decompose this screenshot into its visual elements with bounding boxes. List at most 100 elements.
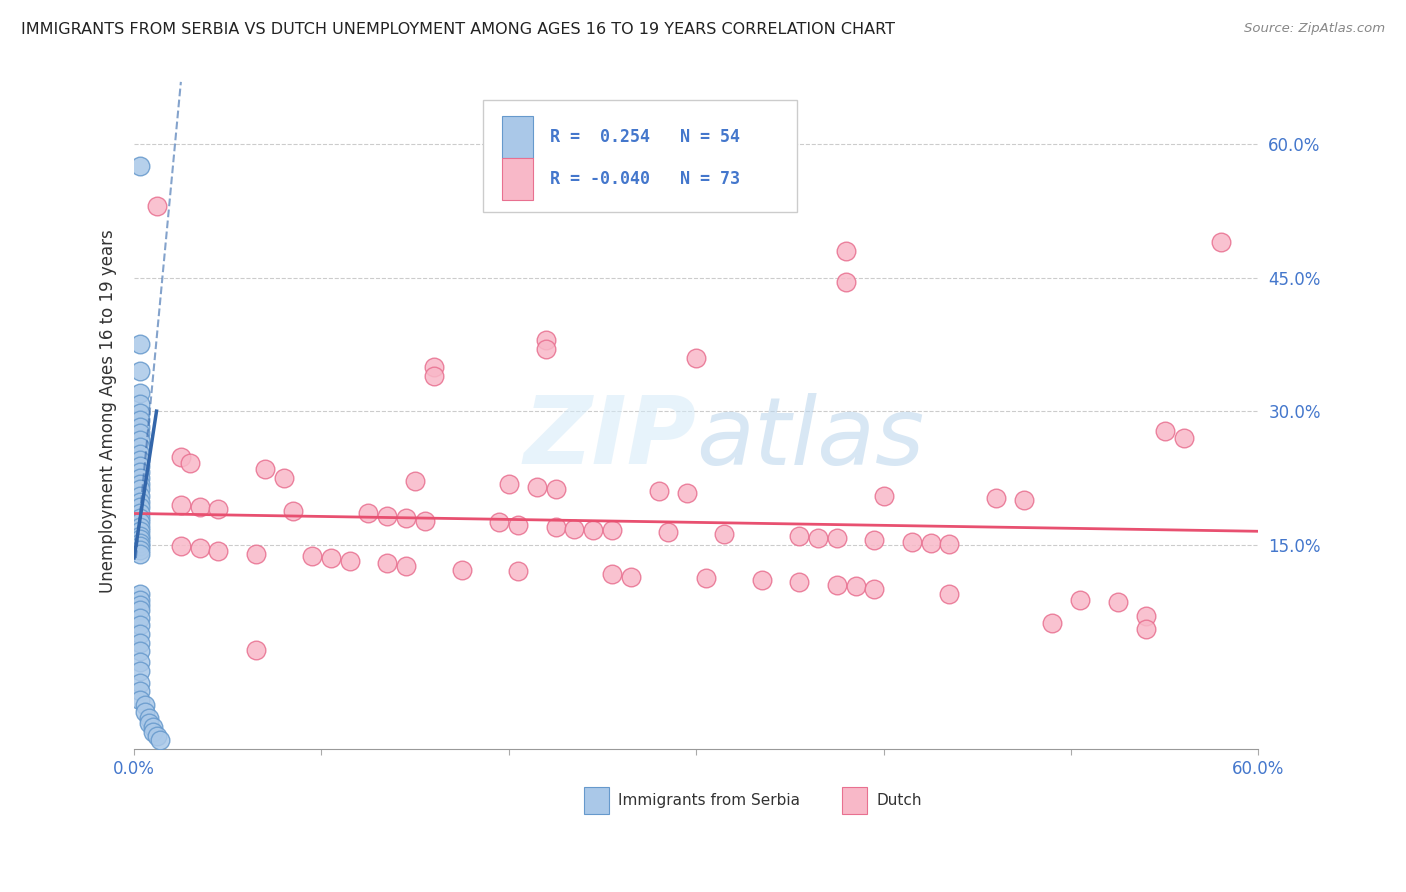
Text: Source: ZipAtlas.com: Source: ZipAtlas.com — [1244, 22, 1385, 36]
Point — [676, 486, 699, 500]
Point — [170, 498, 193, 512]
Point — [1209, 235, 1232, 249]
Point — [128, 655, 150, 669]
Point — [128, 543, 150, 558]
Point — [508, 565, 530, 579]
Point — [128, 440, 150, 454]
Point — [544, 520, 567, 534]
Point — [128, 664, 150, 678]
Point — [128, 626, 150, 640]
Point — [128, 524, 150, 539]
Bar — [502, 116, 533, 158]
Point — [319, 551, 342, 566]
Point — [1173, 431, 1195, 445]
Point — [423, 359, 446, 374]
Point — [536, 333, 558, 347]
Point — [128, 471, 150, 485]
Point — [134, 705, 156, 719]
Text: R =  0.254   N = 54: R = 0.254 N = 54 — [550, 128, 740, 146]
Point — [128, 413, 150, 427]
Point — [128, 529, 150, 543]
Text: Dutch: Dutch — [876, 792, 922, 807]
Point — [145, 729, 167, 743]
Point — [128, 465, 150, 479]
Point — [395, 559, 418, 574]
Point — [254, 462, 277, 476]
Point — [273, 471, 295, 485]
Point — [544, 483, 567, 497]
Point — [488, 516, 510, 530]
Point — [128, 386, 150, 401]
Point — [1135, 608, 1157, 623]
Point — [600, 524, 623, 538]
Point — [128, 447, 150, 461]
Point — [128, 586, 150, 600]
Point — [1040, 615, 1063, 630]
Point — [807, 531, 830, 545]
Point — [600, 566, 623, 581]
Point — [713, 527, 735, 541]
Point — [789, 574, 811, 589]
Point — [128, 684, 150, 698]
Point — [128, 603, 150, 617]
Point — [301, 549, 323, 564]
Point — [564, 522, 586, 536]
Point — [938, 537, 960, 551]
Point — [128, 420, 150, 434]
Point — [685, 351, 707, 365]
Point — [657, 525, 679, 540]
Point — [245, 642, 267, 657]
Point — [648, 484, 671, 499]
Point — [142, 720, 165, 734]
Point — [128, 426, 150, 441]
FancyBboxPatch shape — [482, 100, 797, 211]
Point — [844, 579, 866, 593]
Point — [1135, 622, 1157, 636]
Point — [751, 573, 773, 587]
Point — [170, 540, 193, 554]
Point — [138, 711, 160, 725]
Point — [620, 569, 643, 583]
Point — [128, 406, 150, 420]
Text: 60.0%: 60.0% — [1232, 760, 1285, 778]
Point — [128, 635, 150, 649]
Point — [149, 733, 172, 747]
Point — [128, 160, 150, 174]
Point — [170, 450, 193, 465]
Point — [536, 342, 558, 356]
Point — [128, 516, 150, 530]
Point — [984, 491, 1007, 506]
Point — [142, 724, 165, 739]
Point — [128, 675, 150, 690]
Point — [938, 586, 960, 600]
Point — [404, 474, 426, 488]
Point — [413, 514, 436, 528]
Point — [207, 544, 229, 558]
Point — [245, 547, 267, 561]
Y-axis label: Unemployment Among Ages 16 to 19 years: Unemployment Among Ages 16 to 19 years — [100, 229, 117, 593]
Point — [825, 577, 848, 591]
Point — [283, 504, 305, 518]
Point — [128, 511, 150, 525]
Point — [451, 563, 474, 577]
Bar — [502, 158, 533, 200]
Text: IMMIGRANTS FROM SERBIA VS DUTCH UNEMPLOYMENT AMONG AGES 16 TO 19 YEARS CORRELATI: IMMIGRANTS FROM SERBIA VS DUTCH UNEMPLOY… — [21, 22, 896, 37]
Point — [128, 500, 150, 515]
Text: R = -0.040   N = 73: R = -0.040 N = 73 — [550, 169, 740, 188]
Point — [128, 483, 150, 497]
Point — [789, 529, 811, 543]
Point — [1153, 424, 1175, 438]
Point — [863, 533, 886, 548]
Point — [207, 502, 229, 516]
Point — [825, 532, 848, 546]
Point — [128, 453, 150, 467]
Point — [128, 598, 150, 612]
Point — [835, 244, 858, 258]
Text: Immigrants from Serbia: Immigrants from Serbia — [617, 792, 800, 807]
Point — [128, 520, 150, 534]
Point — [582, 524, 605, 538]
Point — [872, 489, 894, 503]
Point — [128, 433, 150, 447]
Point — [128, 536, 150, 550]
Point — [188, 500, 211, 515]
